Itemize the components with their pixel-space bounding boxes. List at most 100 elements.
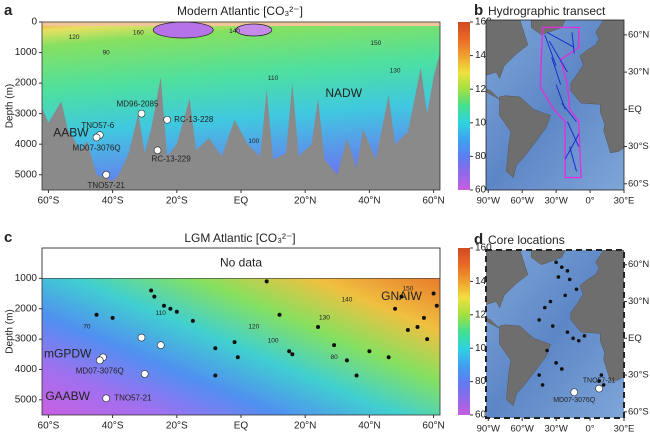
core-site bbox=[168, 306, 173, 311]
core-site bbox=[582, 334, 587, 338]
x-tick-label: 30°W bbox=[544, 424, 567, 434]
x-tick-label: 90°W bbox=[477, 424, 500, 434]
y-tick-label: 30°N bbox=[628, 296, 649, 307]
contour-label: 100 bbox=[268, 337, 279, 344]
core-site bbox=[540, 383, 545, 387]
y-axis-title: Depth (m) bbox=[5, 309, 16, 353]
contour-label: 150 bbox=[370, 40, 381, 47]
core-label: TNO57-21 bbox=[583, 377, 616, 384]
core-site bbox=[137, 333, 146, 342]
x-tick-label: 60°W bbox=[511, 196, 534, 207]
colorbar-tick-label: 160 bbox=[475, 243, 492, 254]
core-site bbox=[574, 287, 579, 292]
y-tick-label: 60°N bbox=[628, 259, 649, 270]
core-site bbox=[386, 355, 391, 360]
y-tick-label: 4000 bbox=[15, 139, 38, 150]
contour-label: 140 bbox=[229, 28, 240, 35]
x-tick-label: 60°N bbox=[422, 421, 444, 432]
core-site bbox=[399, 294, 404, 299]
core bbox=[163, 115, 171, 124]
x-tick-label: 60°S bbox=[38, 196, 60, 207]
y-tick-label: 0 bbox=[31, 17, 37, 28]
contour-label: 130 bbox=[319, 315, 330, 322]
core bbox=[570, 388, 579, 397]
core-site bbox=[140, 370, 149, 378]
colorbar-tick-label: 140 bbox=[475, 50, 492, 61]
core-site bbox=[152, 294, 157, 299]
core-site bbox=[213, 346, 218, 351]
y-axis-title: Depth (m) bbox=[5, 84, 16, 128]
core-site bbox=[156, 341, 165, 349]
core-site bbox=[543, 305, 547, 310]
panel-label: b bbox=[474, 2, 483, 19]
panel: b Hydrographic transect 90°W 60°W 30°W 0° 30°E… bbox=[474, 2, 649, 207]
water-mass-label: mGPDW bbox=[44, 346, 92, 360]
y-tick-label: 3000 bbox=[15, 108, 38, 119]
panel-title: Core locations bbox=[488, 233, 565, 247]
x-tick-label: 20°N bbox=[294, 421, 316, 432]
core-site bbox=[287, 349, 292, 354]
core-site bbox=[213, 373, 218, 378]
land bbox=[486, 250, 624, 407]
panel-label: c bbox=[4, 229, 12, 246]
y-tick-label: 30°N bbox=[628, 67, 649, 78]
continent bbox=[499, 95, 551, 179]
colorbar-tick-label: 80 bbox=[475, 151, 487, 162]
core-label: TNO57-21 bbox=[88, 181, 126, 190]
core-site bbox=[235, 355, 240, 360]
core-site bbox=[597, 379, 601, 384]
core bbox=[137, 109, 146, 118]
transect-line bbox=[571, 32, 575, 54]
y-tick-label: EQ bbox=[628, 104, 642, 115]
panel: c LGM Atlantic [CO₃²⁻] No data 150 140 130 120… bbox=[4, 229, 492, 432]
transect-line bbox=[564, 133, 580, 160]
core bbox=[102, 394, 110, 403]
core-label: MD07-3076Q bbox=[73, 144, 121, 153]
x-tick-label: 60°W bbox=[511, 424, 534, 434]
x-tick-label: 40°N bbox=[358, 196, 380, 207]
map-frame bbox=[485, 19, 625, 191]
core-site bbox=[149, 288, 154, 293]
transect-line bbox=[566, 121, 580, 147]
x-tick-label: 60°N bbox=[422, 196, 444, 207]
panel-label: a bbox=[4, 2, 13, 19]
colorbar bbox=[458, 22, 470, 190]
core-site bbox=[434, 303, 439, 308]
core bbox=[153, 146, 162, 155]
x-tick-label: 0° bbox=[586, 424, 595, 434]
core-site bbox=[554, 361, 558, 365]
core-site bbox=[332, 343, 337, 348]
core-site bbox=[548, 299, 553, 304]
core-site bbox=[545, 348, 549, 353]
core-site bbox=[354, 373, 359, 378]
core-site bbox=[599, 373, 604, 377]
y-tick-label: 2000 bbox=[15, 303, 38, 314]
core bbox=[102, 170, 110, 179]
core-site bbox=[431, 291, 436, 296]
panel-label: d bbox=[474, 231, 483, 248]
transect-outline bbox=[539, 26, 582, 179]
y-tick-label: 1000 bbox=[15, 273, 38, 284]
colorbar-tick-label: 120 bbox=[475, 84, 492, 95]
contour-label: 120 bbox=[69, 34, 80, 41]
core-site bbox=[405, 327, 410, 332]
y-tick-label: 30°S bbox=[628, 141, 649, 152]
core-site bbox=[264, 279, 269, 284]
transect-line bbox=[544, 34, 557, 67]
x-tick-label: EQ bbox=[234, 421, 249, 432]
contour-label: 110 bbox=[268, 75, 279, 82]
core-site bbox=[232, 340, 237, 345]
y-tick-label: 2000 bbox=[15, 78, 38, 89]
no-data-label: No data bbox=[220, 255, 262, 269]
x-tick-label: 30°E bbox=[614, 424, 635, 434]
core-site bbox=[425, 337, 430, 342]
core-site bbox=[576, 338, 581, 343]
continent bbox=[570, 250, 624, 382]
contour-label: 150 bbox=[402, 286, 413, 293]
x-tick-label: 20°N bbox=[294, 196, 316, 207]
core-site bbox=[537, 373, 541, 377]
surface-low bbox=[235, 23, 273, 37]
x-tick-label: 30°W bbox=[544, 196, 567, 207]
core-site bbox=[344, 358, 349, 363]
y-tick-label: 60°N bbox=[628, 29, 649, 40]
